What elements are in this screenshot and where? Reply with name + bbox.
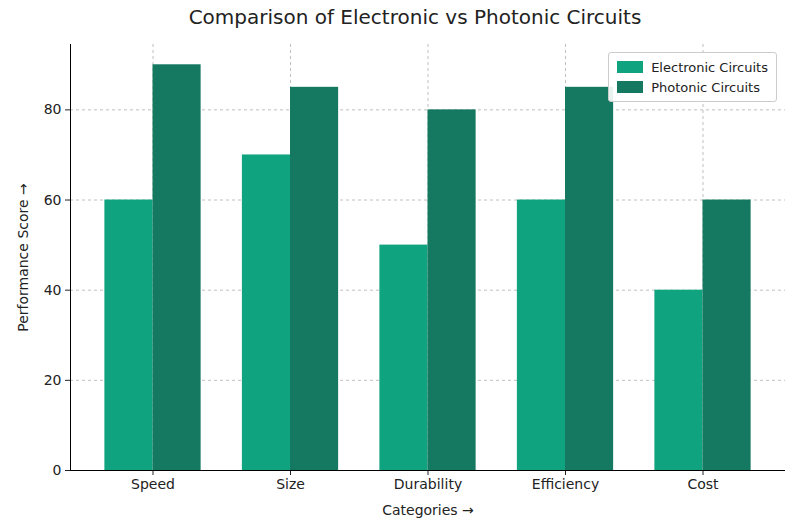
svg-text:Speed: Speed: [131, 476, 175, 492]
svg-text:40: 40: [44, 282, 62, 298]
svg-text:Durability: Durability: [394, 476, 462, 492]
html-text:Comparison of Electronic vs Ph: Comparison of Electronic vs Photonic Cir…: [188, 5, 642, 29]
svg-text:0: 0: [53, 462, 62, 478]
svg-text:Cost: Cost: [687, 476, 719, 492]
svg-text:20: 20: [44, 372, 62, 388]
svg-text:Efficiency: Efficiency: [532, 476, 599, 492]
svg-text:60: 60: [44, 192, 62, 208]
svg-text:Size: Size: [276, 476, 305, 492]
html-text:Photonic Circuits: Photonic Circuits: [651, 79, 760, 95]
svg-text:Performance Score →: Performance Score →: [15, 183, 31, 332]
html-text:Electronic Circuits: Electronic Circuits: [651, 59, 768, 75]
svg-text:80: 80: [44, 101, 62, 117]
svg-text:Categories →: Categories →: [382, 502, 474, 518]
